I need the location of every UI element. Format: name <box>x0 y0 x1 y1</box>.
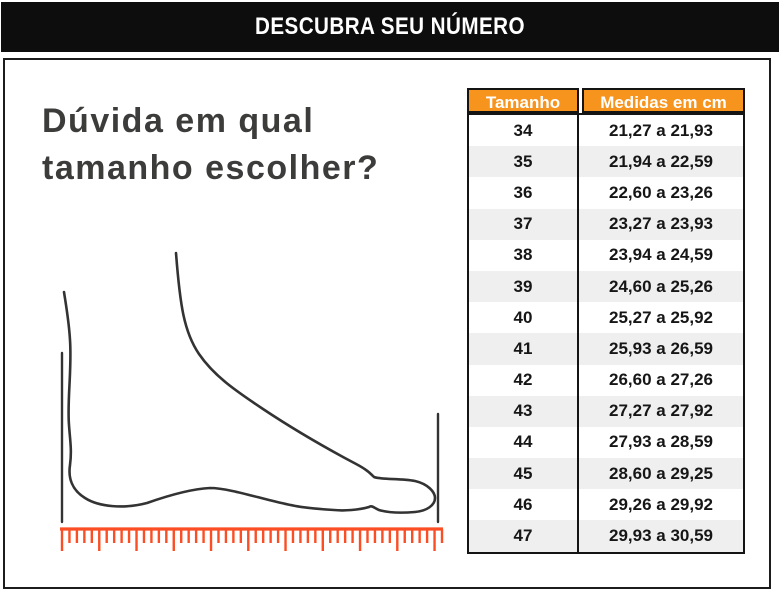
size-cell: 44 <box>469 426 579 459</box>
page-title: DESCUBRA SEU NÚMERO <box>254 13 526 40</box>
size-cell: 41 <box>469 333 579 365</box>
table-row: 45 28,60 a 29,25 <box>469 458 743 490</box>
size-cell: 42 <box>469 364 579 396</box>
size-cell: 46 <box>469 489 579 521</box>
table-row: 44 27,93 a 28,59 <box>469 426 743 459</box>
size-table-body: 34 21,27 a 21,93 35 21,94 a 22,59 36 22,60 a … <box>467 113 745 554</box>
range-cell: 21,27 a 21,93 <box>609 120 713 140</box>
table-row: 34 21,27 a 21,93 <box>469 115 743 147</box>
size-cell: 43 <box>469 395 579 427</box>
size-cell: 36 <box>469 177 579 209</box>
range-cell: 24,60 a 25,26 <box>609 276 713 296</box>
size-cell: 34 <box>469 115 579 147</box>
range-cell: 29,93 a 30,59 <box>609 526 713 546</box>
range-cell: 23,27 a 23,93 <box>609 214 713 234</box>
table-row: 47 29,93 a 30,59 <box>469 520 743 552</box>
range-cell: 27,27 a 27,92 <box>609 401 713 421</box>
header-bar: DESCUBRA SEU NÚMERO <box>1 2 779 52</box>
size-cell: 45 <box>469 458 579 490</box>
size-cell: 38 <box>469 239 579 271</box>
range-cell: 29,26 a 29,92 <box>609 494 713 514</box>
table-row: 46 29,26 a 29,92 <box>469 489 743 521</box>
column-header-medidas: Medidas em cm <box>582 88 745 113</box>
size-cell: 40 <box>469 302 579 334</box>
range-cell: 22,60 a 23,26 <box>609 182 713 202</box>
size-cell: 37 <box>469 208 579 240</box>
range-cell: 25,93 a 26,59 <box>609 338 713 358</box>
range-cell: 26,60 a 27,26 <box>609 370 713 390</box>
range-cell: 28,60 a 29,25 <box>609 463 713 483</box>
question-heading: Dúvida em qual tamanho escolher? <box>42 98 379 192</box>
size-cell: 35 <box>469 146 579 178</box>
table-row: 43 27,27 a 27,92 <box>469 395 743 427</box>
table-row: 35 21,94 a 22,59 <box>469 146 743 178</box>
table-row: 37 23,27 a 23,93 <box>469 208 743 240</box>
table-row: 38 23,94 a 24,59 <box>469 239 743 271</box>
size-cell: 47 <box>469 520 579 552</box>
range-cell: 25,27 a 25,92 <box>609 307 713 327</box>
column-header-tamanho: Tamanho <box>467 88 579 113</box>
table-row: 36 22,60 a 23,26 <box>469 177 743 209</box>
range-cell: 23,94 a 24,59 <box>609 245 713 265</box>
question-heading-line2: tamanho escolher? <box>42 149 380 187</box>
size-table-header: Tamanho Medidas em cm <box>467 88 745 113</box>
size-cell: 39 <box>469 270 579 303</box>
question-heading-line1: Dúvida em qual <box>42 102 315 140</box>
table-row: 39 24,60 a 25,26 <box>469 270 743 303</box>
table-row: 41 25,93 a 26,59 <box>469 333 743 365</box>
range-cell: 21,94 a 22,59 <box>609 151 713 171</box>
table-row: 42 26,60 a 27,26 <box>469 364 743 396</box>
range-cell: 27,93 a 28,59 <box>609 432 713 452</box>
size-table: Tamanho Medidas em cm 34 21,27 a 21,93 35 2… <box>467 88 745 554</box>
table-row: 40 25,27 a 25,92 <box>469 302 743 334</box>
